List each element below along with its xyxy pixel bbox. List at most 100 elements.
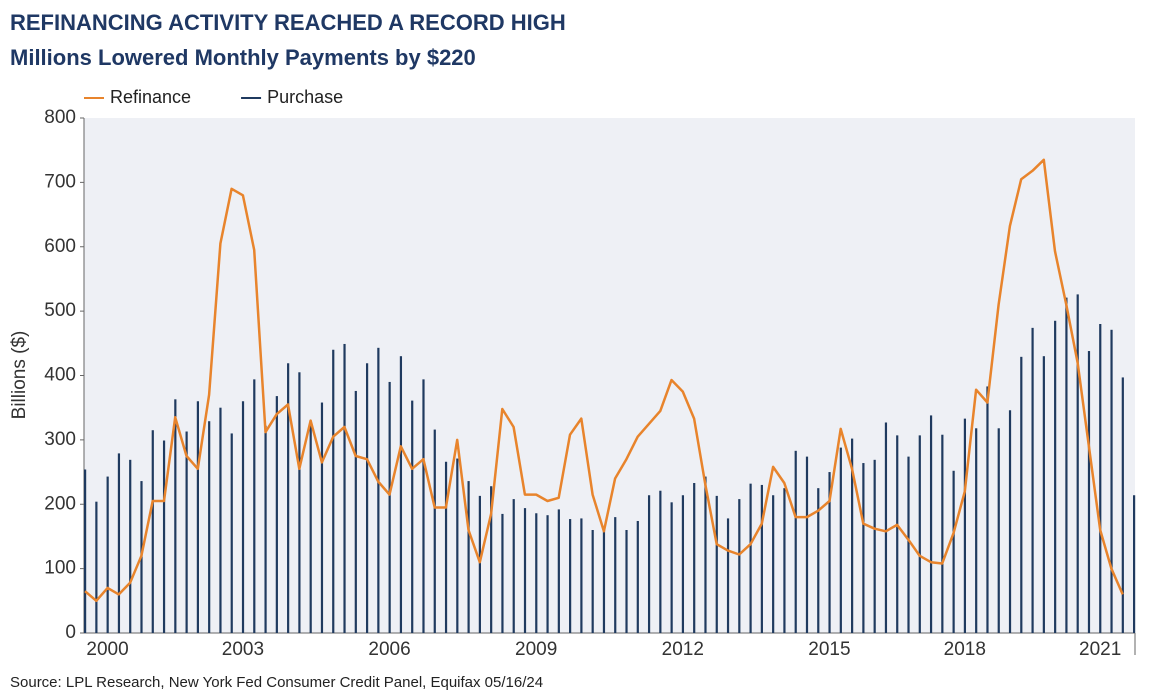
- bar: [129, 459, 132, 633]
- bar: [365, 363, 369, 633]
- bar: [354, 390, 357, 633]
- bar: [715, 495, 718, 633]
- bar: [862, 463, 865, 633]
- bar: [490, 486, 493, 633]
- bar: [772, 495, 775, 633]
- bar: [230, 433, 233, 633]
- bar: [535, 513, 538, 633]
- y-tick-label: 800: [44, 107, 76, 128]
- bar: [794, 450, 797, 633]
- bar: [693, 483, 696, 633]
- line: [84, 158, 1124, 603]
- bar: [1133, 495, 1136, 633]
- bar: [625, 530, 628, 633]
- y-axis-label: Billions ($): [9, 331, 30, 420]
- bar: [512, 499, 515, 633]
- bar: [162, 440, 166, 633]
- y-tick-label: 700: [44, 171, 76, 192]
- bar: [287, 363, 290, 633]
- bar: [219, 407, 222, 633]
- y-tick-label: 200: [44, 493, 76, 514]
- bar: [1031, 327, 1034, 633]
- bar: [805, 456, 809, 633]
- bar: [1008, 410, 1012, 633]
- chart-subtitle: Millions Lowered Monthly Payments by $22…: [10, 45, 476, 70]
- bar: [986, 386, 989, 633]
- bar: [851, 438, 854, 633]
- bar: [422, 379, 425, 633]
- bar: [828, 472, 831, 633]
- bar: [388, 381, 391, 633]
- bar: [896, 435, 899, 633]
- bar: [952, 470, 955, 633]
- bar: [1065, 297, 1068, 633]
- y-tick-label: 300: [44, 429, 76, 450]
- bar: [106, 476, 109, 633]
- bar: [546, 515, 549, 633]
- bar: [523, 508, 527, 633]
- bar: [399, 356, 403, 633]
- bar: [1042, 356, 1045, 633]
- y-tick-label: 400: [44, 365, 76, 386]
- bar: [275, 396, 278, 633]
- y-tick-label: 0: [65, 622, 76, 643]
- bar: [884, 422, 888, 633]
- bar: [907, 456, 910, 633]
- bar: [1076, 294, 1079, 633]
- bar: [320, 402, 324, 633]
- bar: [1054, 320, 1057, 633]
- x-tick-label: 2018: [944, 639, 986, 660]
- bar: [975, 428, 978, 633]
- bar: [591, 530, 594, 633]
- bar: [1099, 324, 1102, 633]
- legend-label: Purchase: [267, 87, 343, 107]
- bar: [839, 447, 842, 633]
- bar: [997, 428, 1000, 633]
- bar: [377, 347, 380, 633]
- bar: [185, 431, 188, 633]
- y-tick-label: 600: [44, 236, 76, 257]
- bar: [760, 484, 763, 633]
- y-tick-label: 100: [44, 558, 76, 579]
- bar: [411, 400, 414, 633]
- bar: [456, 458, 459, 633]
- bar: [241, 401, 245, 633]
- bar: [117, 453, 121, 633]
- bar: [614, 517, 617, 633]
- bar: [963, 418, 967, 633]
- bar: [95, 501, 98, 633]
- x-tick-label: 2006: [368, 639, 410, 660]
- bar: [636, 520, 639, 633]
- plot-background: [84, 118, 1135, 633]
- bar: [602, 530, 606, 633]
- bar: [151, 430, 154, 633]
- bar: [253, 379, 256, 633]
- bar: [918, 435, 921, 633]
- bar: [298, 372, 301, 633]
- bar: [433, 429, 436, 633]
- bar: [264, 425, 267, 633]
- bar: [343, 343, 346, 633]
- bar: [941, 434, 944, 633]
- bar: [580, 518, 583, 633]
- bar: [1087, 351, 1091, 633]
- bar: [670, 502, 673, 633]
- x-tick-label: 2015: [808, 639, 850, 660]
- bar: [749, 483, 752, 633]
- bar: [681, 495, 685, 633]
- bar: [501, 513, 504, 633]
- bar: [1020, 356, 1023, 633]
- bar: [569, 519, 572, 633]
- bar: [174, 399, 177, 633]
- bar: [783, 488, 786, 633]
- bar: [444, 461, 448, 633]
- bar: [738, 499, 741, 633]
- bar: [647, 495, 651, 633]
- bar: [557, 509, 560, 633]
- bar: [873, 459, 876, 633]
- bar: [726, 518, 730, 633]
- bar: [196, 401, 199, 633]
- bar: [659, 490, 662, 633]
- bar: [309, 420, 312, 633]
